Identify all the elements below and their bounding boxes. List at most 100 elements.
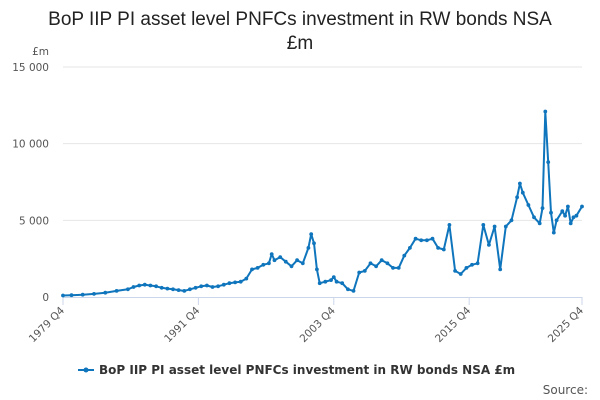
data-point[interactable] — [205, 283, 209, 288]
data-point[interactable] — [470, 262, 474, 267]
data-point[interactable] — [430, 236, 435, 241]
data-point[interactable] — [340, 281, 345, 286]
data-point[interactable] — [520, 190, 525, 195]
data-point[interactable] — [278, 255, 283, 259]
data-point[interactable] — [580, 204, 584, 209]
data-point[interactable] — [188, 287, 192, 292]
data-point[interactable] — [171, 287, 175, 292]
data-point[interactable] — [543, 109, 548, 114]
data-point[interactable] — [300, 261, 305, 266]
legend-marker[interactable] — [83, 367, 89, 373]
data-point[interactable] — [80, 292, 85, 297]
data-point[interactable] — [551, 230, 556, 235]
data-point[interactable] — [61, 293, 65, 298]
data-point[interactable] — [475, 261, 480, 266]
data-point[interactable] — [425, 238, 429, 243]
data-point[interactable] — [537, 221, 542, 226]
data-point[interactable] — [563, 213, 567, 218]
data-point[interactable] — [233, 280, 238, 285]
data-point[interactable] — [309, 232, 314, 237]
data-point[interactable] — [379, 258, 384, 263]
data-point[interactable] — [312, 241, 316, 246]
data-point[interactable] — [154, 284, 159, 289]
data-point[interactable] — [148, 283, 153, 288]
data-point[interactable] — [518, 181, 522, 186]
data-point[interactable] — [272, 258, 277, 263]
data-point[interactable] — [568, 221, 573, 226]
series-line[interactable] — [62, 110, 583, 297]
data-point[interactable] — [481, 223, 486, 227]
data-point[interactable] — [114, 289, 119, 293]
data-point[interactable] — [346, 287, 350, 292]
data-point[interactable] — [295, 258, 299, 263]
data-point[interactable] — [571, 215, 576, 220]
data-point[interactable] — [492, 224, 497, 229]
data-point[interactable] — [216, 284, 221, 289]
data-point[interactable] — [357, 270, 362, 275]
data-point[interactable] — [227, 281, 232, 286]
data-point[interactable] — [447, 223, 452, 227]
data-point[interactable] — [103, 290, 108, 295]
data-point[interactable] — [255, 266, 260, 270]
data-point[interactable] — [92, 292, 96, 296]
data-point[interactable] — [498, 267, 503, 272]
data-point[interactable] — [374, 264, 378, 269]
data-point[interactable] — [546, 160, 551, 165]
data-point[interactable] — [515, 195, 519, 200]
data-point[interactable] — [176, 288, 181, 292]
data-point[interactable] — [244, 276, 249, 281]
data-point[interactable] — [137, 283, 142, 288]
data-point[interactable] — [368, 261, 373, 266]
data-point[interactable] — [453, 269, 457, 273]
data-point[interactable] — [419, 238, 424, 243]
data-point[interactable] — [317, 281, 322, 286]
data-point[interactable] — [315, 267, 319, 272]
data-point[interactable] — [540, 206, 545, 211]
data-point[interactable] — [436, 246, 440, 250]
data-point[interactable] — [199, 284, 204, 289]
data-point[interactable] — [402, 253, 407, 258]
data-point[interactable] — [554, 218, 559, 223]
data-point[interactable] — [269, 252, 274, 256]
data-point[interactable] — [193, 285, 198, 290]
data-point[interactable] — [165, 286, 170, 291]
data-point[interactable] — [574, 213, 579, 218]
data-point[interactable] — [566, 204, 570, 209]
data-point[interactable] — [329, 278, 333, 282]
data-point[interactable] — [331, 275, 336, 279]
data-point[interactable] — [487, 243, 491, 247]
data-point[interactable] — [238, 279, 243, 284]
data-point[interactable] — [261, 262, 266, 267]
data-point[interactable] — [560, 209, 565, 214]
data-point[interactable] — [408, 246, 412, 250]
data-point[interactable] — [250, 267, 254, 272]
data-point[interactable] — [334, 279, 339, 284]
data-point[interactable] — [159, 285, 164, 290]
data-point[interactable] — [362, 269, 367, 273]
data-point[interactable] — [549, 210, 553, 215]
data-point[interactable] — [503, 224, 508, 229]
data-point[interactable] — [182, 289, 187, 293]
data-point[interactable] — [267, 261, 271, 266]
data-point[interactable] — [526, 203, 531, 207]
data-point[interactable] — [283, 259, 288, 264]
data-point[interactable] — [441, 247, 446, 252]
data-point[interactable] — [306, 246, 311, 250]
data-point[interactable] — [221, 282, 226, 287]
legend-label[interactable]: BoP IIP PI asset level PNFCs investment … — [99, 363, 515, 377]
data-point[interactable] — [131, 285, 136, 289]
data-point[interactable] — [323, 279, 328, 284]
legend[interactable]: BoP IIP PI asset level PNFCs investment … — [78, 363, 515, 377]
data-point[interactable] — [458, 272, 463, 276]
data-point[interactable] — [532, 215, 536, 220]
data-point[interactable] — [126, 287, 130, 292]
data-point[interactable] — [385, 261, 390, 266]
data-point[interactable] — [391, 266, 395, 270]
data-point[interactable] — [464, 266, 469, 270]
data-point[interactable] — [396, 266, 401, 270]
data-point[interactable] — [509, 218, 514, 223]
data-point[interactable] — [142, 282, 147, 287]
data-point[interactable] — [413, 236, 418, 241]
data-point[interactable] — [210, 285, 215, 289]
data-point[interactable] — [69, 293, 74, 298]
